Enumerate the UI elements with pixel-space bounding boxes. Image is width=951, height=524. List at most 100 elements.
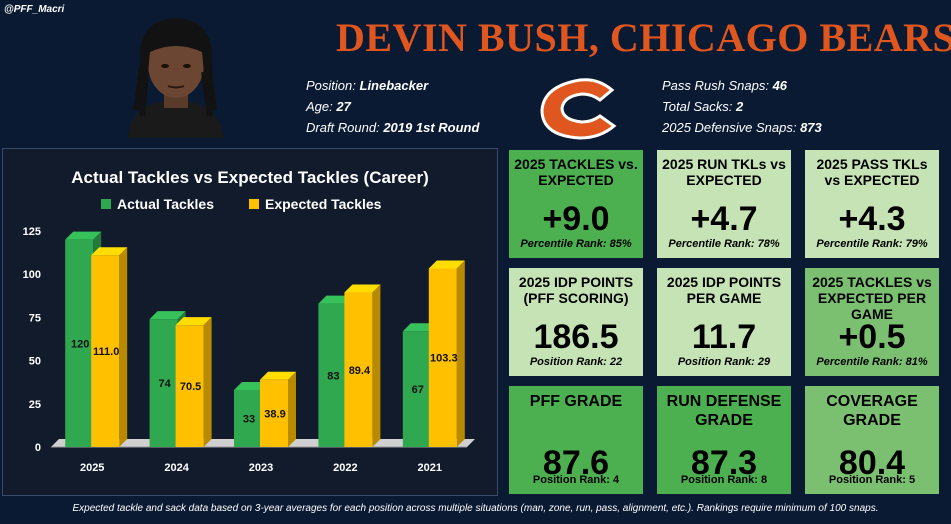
bar-actual (149, 319, 178, 447)
player-title: DEVIN BUSH, CHICAGO BEARS (336, 15, 951, 60)
tile-rank: Percentile Rank: 81% (816, 356, 928, 368)
def-snaps-line: 2025 Defensive Snaps: 873 (662, 117, 822, 138)
tile-rank: Position Rank: 29 (677, 356, 771, 368)
def-snaps-label: 2025 Defensive Snaps: (662, 120, 797, 135)
data-label: 111.0 (93, 346, 119, 358)
tile-value: +4.3 (838, 200, 906, 238)
tile-value: 11.7 (691, 318, 757, 356)
tile-rank: Position Rank: 8 (680, 474, 768, 486)
age-line: Age: 27 (306, 96, 479, 117)
tile-title: 2025 TACKLES vs. EXPECTED (514, 156, 638, 188)
bar-side (119, 247, 128, 447)
position-label: Position: (306, 78, 356, 93)
def-snaps-value: 873 (800, 120, 822, 135)
y-tick-label: 50 (29, 356, 41, 368)
tile-title: PFF GRADE (529, 393, 623, 410)
stat-tile: 2025 IDP POINTS (PFF SCORING) 186.5 Positi… (507, 266, 645, 378)
y-tick-label: 25 (29, 399, 41, 411)
pass-rush-line: Pass Rush Snaps: 46 (662, 75, 822, 96)
tile-rank: Percentile Rank: 79% (816, 238, 928, 250)
tile-title: 2025 PASS TKLs vs EXPECTED (816, 156, 928, 188)
bar-expected (175, 325, 204, 447)
tile-value: 87.3 (690, 444, 758, 482)
tile-title: 2025 IDP POINTS PER GAME (666, 274, 782, 306)
tile-title: 2025 TACKLES vs EXPECTED PER GAME (812, 274, 932, 322)
stat-tile: COVERAGE GRADE 80.4 Position Rank: 5 (803, 384, 941, 496)
x-tick-label: 2021 (418, 462, 442, 474)
stat-tile: 2025 TACKLES vs. EXPECTED +9.0 Percentile … (507, 148, 645, 260)
bar-actual (234, 389, 262, 447)
player-stats: Pass Rush Snaps: 46 Total Sacks: 2 2025 … (662, 75, 822, 138)
legend-actual-swatch (101, 199, 111, 209)
bar-top (149, 311, 186, 320)
bar-top (428, 260, 465, 269)
bar-top (65, 231, 102, 240)
bar-expected (344, 292, 373, 447)
chart-title: Actual Tackles vs Expected Tackles (Care… (71, 168, 429, 187)
bar-actual (65, 239, 94, 447)
tile-value: +0.5 (838, 318, 906, 356)
draft-line: Draft Round: 2019 1st Round (306, 117, 479, 138)
chart-svg: Actual Tackles vs Expected Tackles (Care… (23, 168, 475, 474)
pass-rush-label: Pass Rush Snaps: (662, 78, 769, 93)
tile-value: 186.5 (533, 318, 619, 356)
pass-rush-value: 46 (772, 78, 788, 93)
tile-value: 87.6 (542, 444, 610, 482)
data-label: 83 (327, 370, 339, 382)
bar-expected (428, 268, 457, 447)
position-value: Linebacker (359, 78, 429, 93)
tile-title: 2025 RUN TKLs vs EXPECTED (662, 156, 786, 188)
tile-value: +4.7 (690, 200, 758, 238)
bar-top (260, 371, 296, 380)
legend-expected-swatch (249, 199, 259, 209)
bears-logo-icon (540, 78, 617, 140)
x-tick-label: 2025 (80, 462, 104, 474)
bar-side (203, 317, 212, 447)
draft-value: 2019 1st Round (383, 120, 480, 135)
data-label: 33 (243, 413, 255, 425)
bar-side (456, 260, 465, 447)
stat-tile: 2025 RUN TKLs vs EXPECTED +4.7 Percentile … (655, 148, 793, 260)
data-label: 70.5 (180, 381, 201, 393)
tile-title: RUN DEFENSE GRADE (666, 393, 782, 429)
stat-tile: RUN DEFENSE GRADE 87.3 Position Rank: 8 (655, 384, 793, 496)
tackles-chart: Actual Tackles vs Expected Tackles (Care… (2, 148, 498, 496)
footnote: Expected tackle and sack data based on 3… (72, 503, 879, 514)
bar-expected (260, 379, 288, 447)
bar-actual (402, 331, 431, 447)
position-line: Position: Linebacker (306, 75, 479, 96)
data-label: 89.4 (349, 365, 371, 377)
bar-top (175, 317, 212, 326)
stat-tile: PFF GRADE 87.6 Position Rank: 4 (507, 384, 645, 496)
legend-expected-label: Expected Tackles (265, 196, 382, 212)
tile-rank: Position Rank: 5 (828, 474, 916, 486)
sacks-label: Total Sacks: (662, 99, 733, 114)
tile-title: COVERAGE GRADE (826, 393, 918, 429)
stat-tile: 2025 IDP POINTS PER GAME 11.7 Position Ran… (655, 266, 793, 378)
bar-expected (91, 255, 120, 447)
y-tick-label: 100 (23, 269, 41, 281)
data-label: 38.9 (264, 408, 285, 420)
sacks-value: 2 (735, 99, 744, 114)
data-label: 120 (71, 338, 89, 350)
age-value: 27 (336, 99, 351, 114)
bar-side (372, 284, 381, 447)
player-headshot (128, 18, 224, 138)
tile-value: +9.0 (542, 200, 610, 238)
x-tick-label: 2023 (249, 462, 273, 474)
sacks-line: Total Sacks: 2 (662, 96, 822, 117)
age-label: Age: (306, 99, 333, 114)
tile-rank: Percentile Rank: 85% (520, 238, 632, 250)
bar-top (91, 247, 128, 256)
tile-title: 2025 IDP POINTS (PFF SCORING) (518, 274, 634, 306)
y-tick-label: 125 (23, 226, 41, 238)
tile-rank: Position Rank: 4 (532, 474, 620, 486)
data-label: 67 (412, 384, 424, 396)
draft-label: Draft Round: (306, 120, 380, 135)
bar-side (288, 371, 296, 447)
data-label: 103.3 (430, 353, 458, 365)
x-tick-label: 2022 (333, 462, 357, 474)
data-label: 74 (158, 378, 171, 390)
bar-actual (318, 303, 347, 447)
